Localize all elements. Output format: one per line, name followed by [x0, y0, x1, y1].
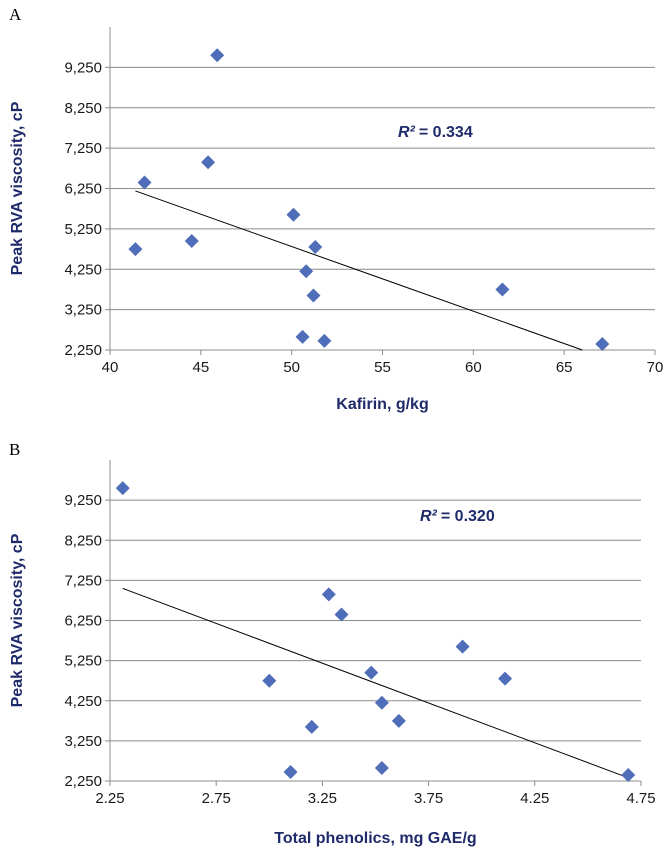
data-point — [317, 333, 332, 348]
y-tick-label: 7,250 — [64, 140, 102, 157]
y-tick-label: 2,250 — [64, 773, 102, 790]
y-tick-label: 6,250 — [64, 613, 102, 630]
data-point — [595, 336, 610, 351]
data-point — [295, 329, 310, 344]
data-point — [184, 233, 199, 248]
data-point — [299, 264, 314, 279]
panel-label-b: B — [9, 440, 20, 459]
data-point — [115, 481, 130, 496]
x-tick-label: 40 — [102, 359, 119, 376]
data-point — [321, 587, 336, 602]
trendline — [122, 587, 629, 779]
data-point — [374, 695, 389, 710]
data-point — [495, 282, 510, 297]
r-squared-value: = 0.320 — [441, 508, 495, 525]
r-squared-symbol: R² — [420, 508, 438, 525]
y-tick-label: 5,250 — [64, 221, 102, 238]
x-tick-label: 50 — [283, 359, 300, 376]
y-tick-label: 8,250 — [64, 532, 102, 549]
data-point — [283, 764, 298, 779]
data-point — [128, 242, 143, 257]
y-tick-label: 2,250 — [64, 342, 102, 359]
y-tick-label: 4,250 — [64, 261, 102, 278]
x-tick-label: 55 — [374, 359, 391, 376]
y-tick-label: 8,250 — [64, 100, 102, 117]
x-tick-label: 3.25 — [308, 790, 337, 807]
y-axis-title: Peak RVA viscosity, cP — [9, 533, 26, 707]
y-tick-label: 3,250 — [64, 302, 102, 319]
data-point — [364, 665, 379, 680]
data-point — [308, 240, 323, 255]
r-squared-annotation: R² = 0.334 — [398, 124, 473, 141]
x-tick-label: 2.75 — [202, 790, 231, 807]
data-point — [498, 671, 513, 686]
panel-label-a: A — [9, 5, 22, 24]
x-tick-label: 60 — [465, 359, 482, 376]
y-tick-label: 6,250 — [64, 181, 102, 198]
y-axis-title: Peak RVA viscosity, cP — [9, 101, 26, 275]
data-point — [334, 607, 349, 622]
data-point — [391, 713, 406, 728]
x-axis-title: Kafirin, g/kg — [336, 396, 428, 413]
y-tick-label: 9,250 — [64, 59, 102, 76]
data-point — [262, 673, 277, 688]
r-squared-symbol: R² — [398, 124, 416, 141]
y-tick-label: 7,250 — [64, 572, 102, 589]
chart-a: 2,250 3,250 4,250 5,250 6,250 7,250 8,250 9,250… — [9, 27, 663, 413]
data-point — [455, 639, 470, 654]
data-point — [210, 48, 225, 63]
x-tick-label: 45 — [192, 359, 209, 376]
r-squared-annotation: R² = 0.320 — [420, 508, 495, 525]
y-tick-label: 9,250 — [64, 492, 102, 509]
data-point — [304, 719, 319, 734]
data-point — [374, 760, 389, 775]
x-tick-label: 4.25 — [520, 790, 549, 807]
x-tick-label: 3.75 — [414, 790, 443, 807]
r-squared-value: = 0.334 — [419, 124, 473, 141]
data-point — [306, 288, 321, 303]
x-axis-title: Total phenolics, mg GAE/g — [274, 830, 476, 847]
x-tick-label: 70 — [647, 359, 664, 376]
data-point — [621, 767, 636, 782]
x-tick-label: 4.75 — [626, 790, 655, 807]
y-tick-label: 3,250 — [64, 733, 102, 750]
y-tick-label: 5,250 — [64, 653, 102, 670]
x-tick-label: 2.25 — [95, 790, 124, 807]
chart-b: 2,250 3,250 4,250 5,250 6,250 7,250 8,250 9,250… — [9, 460, 656, 847]
trendline — [135, 190, 583, 351]
y-tick-label: 4,250 — [64, 693, 102, 710]
data-point — [137, 175, 152, 190]
x-tick-label: 65 — [556, 359, 573, 376]
data-point — [201, 155, 216, 170]
data-point — [286, 207, 301, 222]
